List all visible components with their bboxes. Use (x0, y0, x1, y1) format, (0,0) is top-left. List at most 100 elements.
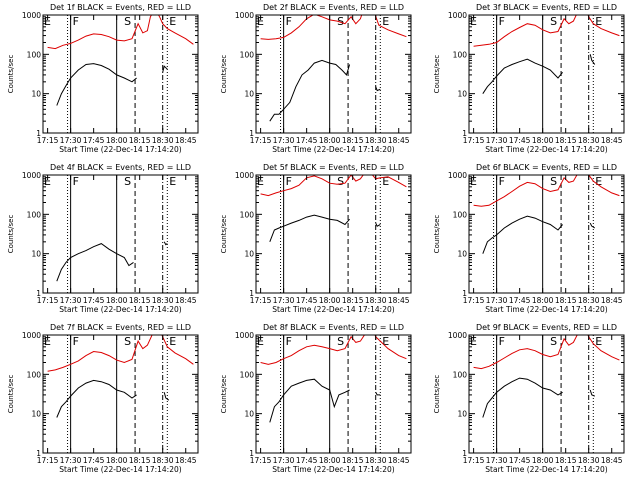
y-tick-label: 1000 (22, 331, 41, 340)
y-tick-label: 100 (27, 50, 42, 59)
y-tick-label: 100 (453, 370, 468, 379)
y-tick-label: 1 (249, 129, 254, 138)
marker-label-e: E (595, 175, 602, 188)
y-axis-label: Counts/sec (433, 55, 441, 94)
chart-title: Det 9f BLACK = Events, RED = LLD (476, 323, 617, 332)
marker-label-s: S (337, 175, 344, 188)
marker-label-e: E (169, 15, 176, 28)
x-tick-label: 17:45 (509, 296, 531, 305)
chart-title: Det 8f BLACK = Events, RED = LLD (263, 323, 404, 332)
x-tick-label: 17:15 (250, 296, 272, 305)
x-tick-label: 17:30 (486, 296, 508, 305)
x-tick-label: 18:00 (319, 296, 341, 305)
y-tick-label: 100 (453, 210, 468, 219)
plot-frame (255, 334, 412, 454)
x-axis-label: Start Time (22-Dec-14 17:14:20) (485, 305, 607, 314)
x-tick-label: 17:45 (509, 456, 531, 465)
series-lld-line (260, 175, 407, 197)
y-axis-label: Counts/sec (220, 375, 228, 414)
y-tick-label: 1 (36, 449, 41, 458)
series-lld-line (473, 335, 620, 370)
y-tick-label: 1000 (448, 331, 467, 340)
plot-frame (42, 174, 199, 294)
series-events-line (589, 222, 596, 229)
x-tick-label: 18:45 (388, 456, 410, 465)
marker-label-s: S (124, 175, 131, 188)
x-tick-label: 18:00 (532, 296, 554, 305)
y-tick-label: 1 (462, 449, 467, 458)
y-axis-label: Counts/sec (7, 55, 15, 94)
marker-label-e-start: E (470, 175, 477, 188)
x-axis-label: Start Time (22-Dec-14 17:14:20) (272, 305, 394, 314)
plot-frame (255, 174, 412, 294)
x-tick-label: 18:30 (152, 136, 174, 145)
x-tick-label: 17:30 (60, 296, 82, 305)
y-tick-label: 1 (462, 129, 467, 138)
marker-label-e: E (382, 335, 389, 348)
chart-panel-8: Det 8f BLACK = Events, RED = LLD F S E E 1 10 1… (220, 323, 412, 474)
x-tick-label: 18:30 (365, 296, 387, 305)
x-tick-label: 18:30 (152, 296, 174, 305)
series-events-line (163, 241, 168, 246)
x-tick-label: 17:15 (463, 296, 485, 305)
series-events-line (589, 54, 596, 65)
marker-label-f: F (73, 335, 79, 348)
chart-title: Det 4f BLACK = Events, RED = LLD (50, 163, 191, 172)
x-tick-label: 18:00 (532, 136, 554, 145)
chart-title: Det 7f BLACK = Events, RED = LLD (50, 323, 191, 332)
y-tick-label: 1 (36, 289, 41, 298)
marker-label-f: F (286, 15, 292, 28)
y-tick-label: 1000 (235, 11, 254, 20)
series-events-line (482, 215, 563, 254)
marker-label-e: E (595, 15, 602, 28)
chart-panel-6: Det 6f BLACK = Events, RED = LLD F S E E 1 10 1… (433, 163, 625, 314)
marker-label-s: S (124, 15, 131, 28)
x-tick-label: 18:15 (129, 296, 151, 305)
x-tick-label: 18:45 (388, 136, 410, 145)
series-lld-line (473, 175, 620, 207)
x-axis-label: Start Time (22-Dec-14 17:14:20) (59, 465, 181, 474)
series-events-line (269, 378, 350, 423)
x-tick-label: 17:45 (83, 296, 105, 305)
plot-frame (468, 14, 625, 134)
y-tick-label: 1000 (235, 331, 254, 340)
series-events-line (375, 222, 381, 227)
x-tick-label: 18:15 (555, 136, 577, 145)
x-tick-label: 17:15 (37, 136, 59, 145)
marker-label-f: F (73, 175, 79, 188)
y-tick-label: 1000 (22, 171, 41, 180)
chart-panel-4: Det 4f BLACK = Events, RED = LLD F S E E 1 10 1… (7, 163, 199, 314)
marker-label-s: S (124, 335, 131, 348)
series-events-line (482, 377, 563, 418)
chart-title: Det 3f BLACK = Events, RED = LLD (476, 3, 617, 12)
y-tick-label: 1 (462, 289, 467, 298)
x-tick-label: 17:15 (37, 456, 59, 465)
series-events-line (589, 389, 595, 397)
marker-label-f: F (286, 175, 292, 188)
x-tick-label: 18:45 (601, 136, 623, 145)
chart-panel-5: Det 5f BLACK = Events, RED = LLD F S E E 1 10 1… (220, 163, 412, 314)
x-tick-label: 18:15 (342, 456, 364, 465)
marker-label-e: E (169, 175, 176, 188)
x-tick-label: 17:15 (37, 296, 59, 305)
x-tick-label: 18:15 (129, 136, 151, 145)
marker-label-e: E (595, 335, 602, 348)
y-tick-label: 1000 (22, 11, 41, 20)
x-tick-label: 18:45 (175, 136, 197, 145)
x-axis-label: Start Time (22-Dec-14 17:14:20) (272, 465, 394, 474)
x-tick-label: 18:15 (555, 456, 577, 465)
y-tick-label: 10 (457, 90, 467, 99)
x-tick-label: 18:30 (578, 136, 600, 145)
marker-label-s: S (550, 175, 557, 188)
chart-panel-1: Det 1f BLACK = Events, RED = LLD F S E E 1 10 1… (7, 3, 199, 154)
marker-label-e-start: E (44, 175, 51, 188)
x-tick-label: 17:45 (83, 456, 105, 465)
y-tick-label: 100 (240, 50, 255, 59)
x-tick-label: 18:00 (319, 456, 341, 465)
x-tick-label: 18:15 (342, 296, 364, 305)
x-tick-label: 18:45 (601, 456, 623, 465)
series-lld-line (47, 335, 194, 372)
series-lld-line (260, 15, 407, 40)
x-tick-label: 18:45 (175, 456, 197, 465)
y-tick-label: 1 (249, 289, 254, 298)
